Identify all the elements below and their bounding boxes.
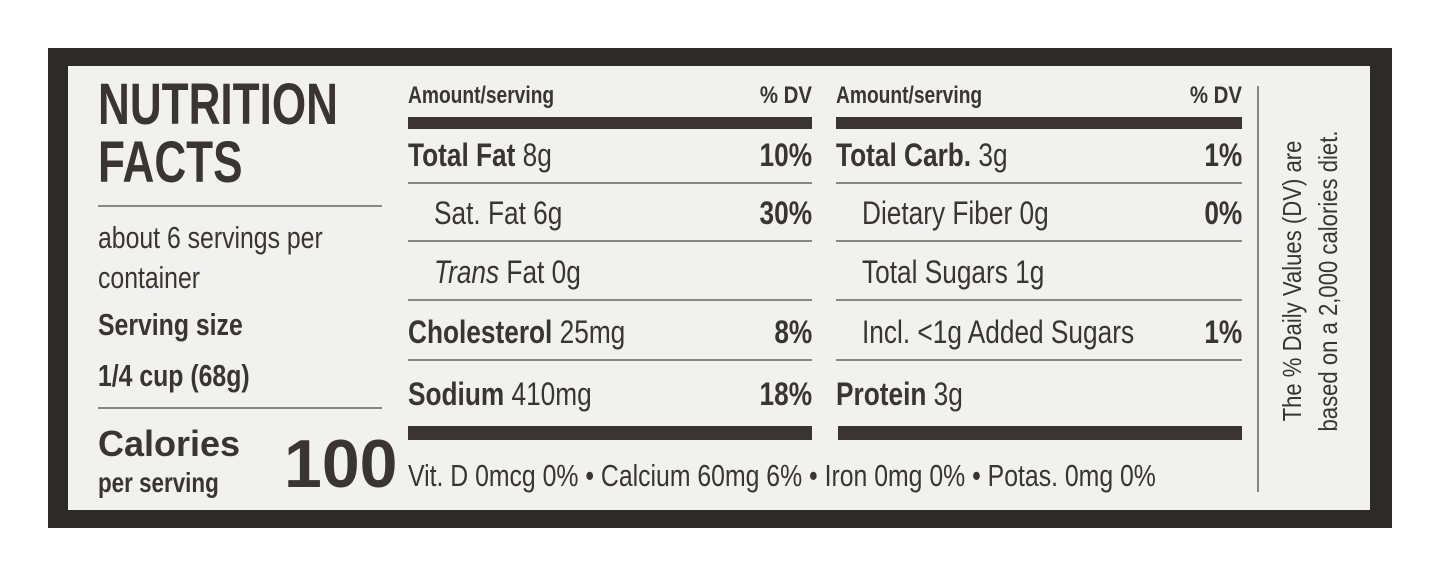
nutrient-name: Fat (506, 254, 545, 290)
thick-bar (408, 426, 812, 440)
nutrient-amount: 0g (551, 254, 581, 290)
nutrient-dv: 8% (774, 314, 812, 350)
nutrient: Total Fat 8g (408, 135, 552, 175)
nutrient-row: Total Fat 8g 10% (408, 135, 812, 175)
nutrient-name: Dietary Fiber (862, 195, 1013, 231)
footer: Vit. D 0mcg 0% • Calcium 60mg 6% • Iron … (408, 458, 1156, 493)
row-rule (408, 299, 812, 301)
row-rule (836, 359, 1242, 361)
row-rule (836, 299, 1242, 301)
header-amount: Amount/serving (408, 82, 555, 109)
row-rule (408, 359, 812, 361)
nutrient: Trans Fat 0g (434, 252, 581, 292)
nutrient-dv: 30% (759, 195, 812, 231)
nutrient: Sodium 410mg (408, 374, 592, 414)
nutrient-amount: 0g (1019, 195, 1049, 231)
nutrient-row: Total Carb. 3g 1% (836, 135, 1242, 175)
calories-label: Calories (98, 423, 241, 464)
nutrient-amount: 25mg (559, 314, 626, 350)
nutrient-name: Sodium (408, 376, 505, 412)
nutrient-amount: 410mg (511, 376, 592, 412)
nutrient-dv: 0% (1204, 195, 1242, 231)
divider (1257, 86, 1259, 492)
serving-size: 1/4 cup (68g) (98, 358, 250, 393)
serving-size-label: Serving size (98, 307, 243, 342)
header-dv: % DV (759, 82, 812, 109)
nutrient-name: Total Sugars (862, 254, 1008, 290)
nutrient-name: Protein (836, 376, 927, 412)
nutrient: Total Carb. 3g (836, 135, 1008, 175)
nutrient-row: Cholesterol 25mg 8% (408, 312, 812, 352)
nutrient-name: Cholesterol (408, 314, 553, 350)
header-amount: Amount/serving (836, 82, 983, 109)
calories-sub: per serving (98, 467, 219, 498)
nutrient-dv: 1% (1204, 137, 1242, 173)
row-rule (408, 182, 812, 184)
thick-bar (838, 426, 1242, 440)
nutrient-row: Incl. <1g Added Sugars 1% (836, 312, 1242, 352)
thick-bar (408, 117, 812, 129)
dv-note: The % Daily Values (DV) are based on a 2… (1277, 130, 1343, 432)
nutrient-row: Protein 3g (836, 374, 1242, 414)
nutrient-dv: 18% (759, 376, 812, 412)
nutrient-name: Sat. Fat (434, 195, 526, 231)
nutrient-row: Sodium 410mg 18% (408, 374, 812, 414)
nutrient-name: Total Carb. (836, 137, 972, 173)
servings: about 6 servings per container (98, 220, 323, 295)
nutrient-amount: 6g (533, 195, 563, 231)
nutrient-amount: 3g (933, 376, 963, 412)
nutrient-name: Incl. <1g Added Sugars (862, 314, 1135, 350)
nutrient-amount: 8g (522, 137, 552, 173)
nutrient: Total Sugars 1g (862, 252, 1044, 292)
nutrient-row: Trans Fat 0g (408, 252, 812, 292)
row-rule (408, 240, 812, 242)
divider (98, 205, 382, 207)
nutrient: Dietary Fiber 0g (862, 193, 1049, 233)
nutrient-dv: 1% (1204, 314, 1242, 350)
nutrient: Sat. Fat 6g (434, 193, 562, 233)
row-rule (836, 240, 1242, 242)
nutrient: Cholesterol 25mg (408, 312, 625, 352)
nutrient-name: Total Fat (408, 137, 516, 173)
nutrient-row: Dietary Fiber 0g 0% (836, 193, 1242, 233)
row-rule (836, 182, 1242, 184)
nutrient-row: Total Sugars 1g (836, 252, 1242, 292)
nutrient: Protein 3g (836, 374, 963, 414)
divider (98, 407, 382, 409)
nutrient-amount: 3g (978, 137, 1008, 173)
nutrient-italic: Trans (434, 254, 500, 290)
header-dv: % DV (1189, 82, 1242, 109)
nutrient-amount: 1g (1015, 254, 1045, 290)
thick-bar (836, 117, 1242, 129)
calories-value: 100 (284, 426, 398, 502)
title: NUTRITION FACTS (98, 72, 338, 195)
nutrient-dv: 10% (759, 137, 812, 173)
nutrient: Incl. <1g Added Sugars (862, 312, 1134, 352)
nutrient-row: Sat. Fat 6g 30% (408, 193, 812, 233)
